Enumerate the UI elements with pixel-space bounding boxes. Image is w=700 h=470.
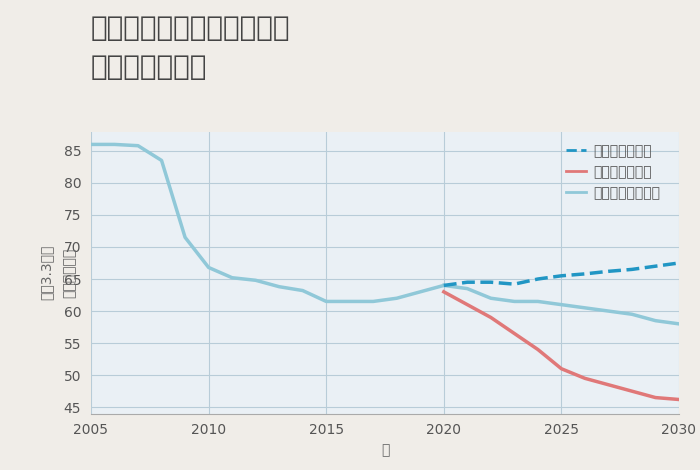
Text: 奈良県奈良市学園朝日町の
土地の価格推移: 奈良県奈良市学園朝日町の 土地の価格推移 — [91, 14, 290, 81]
X-axis label: 年: 年 — [381, 443, 389, 457]
Legend: グッドシナリオ, バッドシナリオ, ノーマルシナリオ: グッドシナリオ, バッドシナリオ, ノーマルシナリオ — [566, 144, 660, 200]
Y-axis label: 坪（3.3㎡）
単価（万円）: 坪（3.3㎡） 単価（万円） — [40, 245, 76, 300]
